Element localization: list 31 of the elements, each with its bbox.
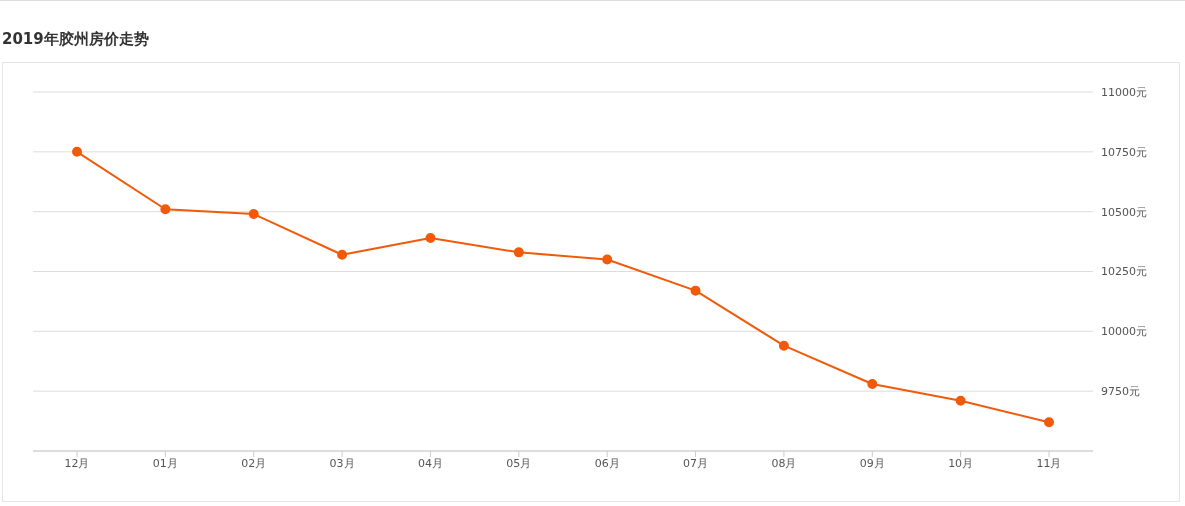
- x-tick-label: 02月: [241, 456, 267, 470]
- x-tick-label: 05月: [506, 456, 532, 470]
- point: [955, 395, 966, 406]
- point: [778, 340, 789, 351]
- point: [337, 249, 348, 260]
- x-tick-label: 11月: [1036, 456, 1062, 470]
- x-tick-label: 08月: [771, 456, 797, 470]
- x-tick-label: 07月: [683, 456, 709, 470]
- y-tick-label: 10500元: [1101, 205, 1147, 219]
- point: [1044, 417, 1054, 428]
- x-tick-label: 06月: [594, 456, 620, 470]
- y-tick-label: 9750元: [1101, 385, 1140, 399]
- y-tick-label: 10000元: [1101, 325, 1147, 339]
- chart-title: 2019年胶州房价走势: [1, 29, 150, 50]
- x-tick-label: 12月: [64, 456, 90, 470]
- x-tick-label: 04月: [417, 456, 443, 470]
- y-tick-label: 10250元: [1101, 265, 1147, 279]
- point: [160, 204, 171, 215]
- y-tick-label: 11000元: [1101, 85, 1147, 99]
- point: [513, 247, 524, 258]
- point: [425, 232, 436, 243]
- point: [248, 209, 259, 220]
- x-tick-label: 09月: [859, 456, 885, 470]
- x-tick-label: 01月: [152, 456, 178, 470]
- point: [72, 146, 82, 157]
- point: [690, 285, 701, 296]
- x-tick-label: 03月: [329, 456, 355, 470]
- point: [867, 378, 878, 389]
- y-tick-label: 10750元: [1101, 145, 1147, 159]
- point: [602, 254, 613, 265]
- x-tick-label: 10月: [948, 456, 974, 470]
